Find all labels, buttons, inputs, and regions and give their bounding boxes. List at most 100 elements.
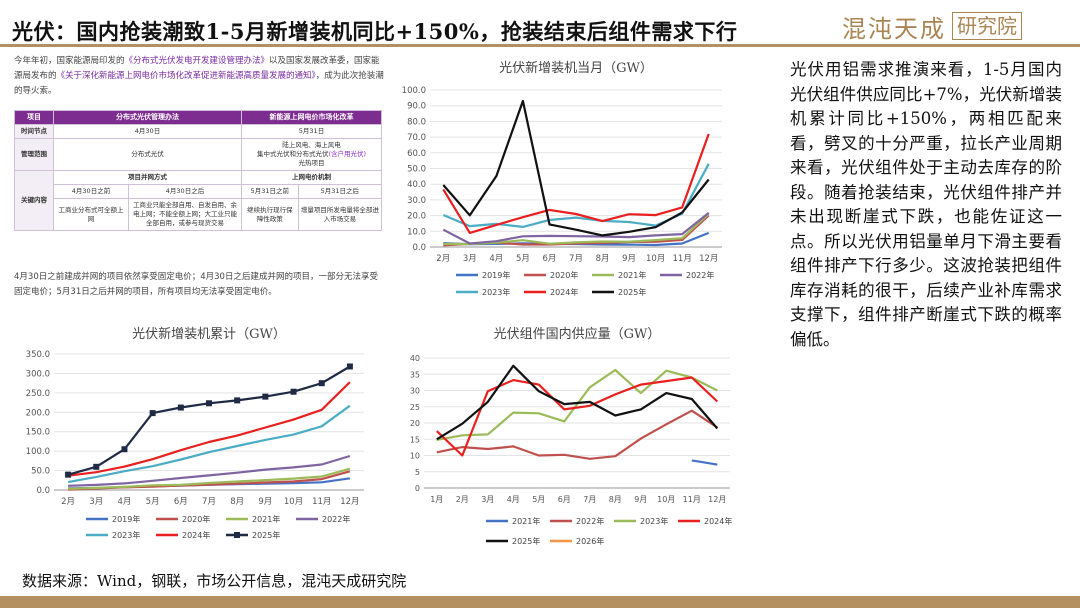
- row-label-scope: 管理范围: [14, 138, 54, 171]
- supply-x-tick: 3月: [481, 495, 494, 504]
- monthly-y-tick: 30.0: [407, 196, 426, 206]
- cumulative-series-2025年: [67, 365, 351, 476]
- monthly-x-tick: 11月: [673, 254, 692, 264]
- monthly-x-tick: 9月: [622, 254, 636, 264]
- cumulative-y-tick: 300.0: [26, 369, 50, 379]
- cumulative-point: [177, 404, 184, 411]
- data-source: 数据来源：Wind，钢联，市场公开信息，混沌天成研究院: [22, 572, 407, 590]
- sub-header-price: 上网电价机制: [241, 170, 382, 185]
- supply-x-tick: 2月: [456, 495, 469, 504]
- cumulative-title: 光伏新增装机累计（GW）: [132, 326, 286, 342]
- supply-title: 光伏组件国内供应量（GW）: [494, 326, 661, 342]
- scope-line-2: 集中式光伏和分布式光伏(含户用光伏): [256, 150, 367, 158]
- date-cell-3: 5月31日之前: [241, 184, 299, 199]
- monthly-legend-item: 2024年: [524, 287, 578, 297]
- monthly-series-2022年: [442, 212, 710, 245]
- cumulative-point: [149, 410, 156, 417]
- brand-logo: 混沌天成 研究院: [842, 8, 1062, 44]
- supply-x-tick: 9月: [634, 495, 647, 504]
- monthly-y-tick: 10.0: [407, 227, 426, 237]
- cell-time-1: 4月30日: [53, 124, 242, 139]
- monthly-y-tick: 60.0: [407, 149, 426, 159]
- cumulative-y-tick: 50.0: [31, 467, 50, 477]
- supply-y-tick: 0: [415, 484, 420, 493]
- cumulative-series-2022年: [68, 454, 351, 487]
- cumulative-legend-item: 2022年: [296, 514, 350, 524]
- supply-x-tick: 10月: [657, 495, 675, 504]
- cumulative-series-2021年: [68, 467, 351, 490]
- monthly-x-tick: 2月: [436, 254, 450, 264]
- cumulative-y-tick: 350.0: [26, 350, 50, 360]
- monthly-series-2025年: [442, 99, 710, 237]
- cumulative-x-tick: 9月: [258, 497, 272, 507]
- cumulative-x-tick: 4月: [117, 497, 131, 507]
- monthly-y-tick: 80.0: [407, 117, 426, 127]
- header-rule: [0, 44, 1080, 47]
- monthly-legend-label: 2022年: [686, 270, 714, 280]
- cumulative-y-tick: 0.0: [36, 486, 50, 496]
- content-cell-2: 工商业只能全部自用、自发自用、余电上网；不能全额上网；大工业只能全部自用，或参与…: [128, 198, 242, 231]
- monthly-legend-item: 2022年: [660, 270, 714, 280]
- policy-note: 4月30日之前建成并网的项目依然享受固定电价；4月30日之后建成并网的项目，一部…: [14, 272, 378, 297]
- table-header-distributed: 分布式光伏管理办法: [53, 110, 242, 125]
- supply-y-tick: 40: [410, 354, 420, 363]
- brand-name: 混沌天成: [842, 14, 946, 43]
- supply-legend-label: 2025年: [512, 536, 540, 546]
- cumulative-point: [318, 380, 325, 387]
- cumulative-legend-item: 2024年: [156, 530, 210, 540]
- cumulative-legend-label: 2024年: [182, 530, 210, 540]
- monthly-y-tick: 50.0: [407, 165, 426, 175]
- supply-legend-label: 2023年: [640, 516, 668, 526]
- date-cell-4: 5月31日之后: [297, 184, 383, 199]
- chart-cumulative-installs: 光伏新增装机累计（GW） 0.0 50.0 100.0 150.0 200.0 250.0 3…: [26, 326, 364, 540]
- supply-x-tick: 8月: [609, 495, 622, 504]
- scope-highlight: (含户用光伏): [328, 150, 367, 158]
- monthly-series-2024年: [442, 133, 710, 234]
- monthly-legend-label: 2024年: [550, 287, 578, 297]
- monthly-y-tick: 20.0: [407, 212, 426, 222]
- content-cell-4: 增量项目所发电量将全部进入市场交易: [297, 198, 383, 231]
- supply-legend-item: 2023年: [614, 516, 668, 526]
- supply-legend-label: 2026年: [576, 536, 604, 546]
- cumulative-x-tick: 11月: [312, 497, 331, 507]
- supply-x-tick: 4月: [507, 495, 520, 504]
- supply-x-tick: 7月: [583, 495, 596, 504]
- supply-series-2025年: [436, 364, 719, 441]
- supply-x-tick: 5月: [532, 495, 545, 504]
- analysis-text: 光伏用铝需求推演来看，1-5月国内光伏组件供应同比+7%，光伏新增装机累计同比+…: [790, 60, 1062, 349]
- scope-line-3: 光热项目: [298, 159, 325, 167]
- intro-text-3: ，成为此次抢装潮的导火索。: [14, 71, 384, 96]
- cumulative-point: [206, 400, 212, 407]
- cumulative-legend-label: 2023年: [112, 530, 140, 540]
- monthly-legend-item: 2025年: [592, 287, 646, 297]
- cumulative-y-tick: 200.0: [26, 408, 50, 418]
- cumulative-legend-label: 2025年: [252, 530, 280, 540]
- scope-line-1: 陆上风电、海上风电: [282, 141, 341, 149]
- supply-x-tick: 6月: [558, 495, 571, 504]
- cumulative-y-tick: 150.0: [26, 428, 50, 438]
- supply-series-2024年: [436, 376, 719, 457]
- supply-y-tick: 25: [410, 403, 420, 412]
- cumulative-legend-label: 2020年: [182, 514, 210, 524]
- page-title: 光伏：国内抢装潮致1-5月新增装机同比+150%，抢装结束后组件需求下行: [12, 19, 738, 44]
- monthly-x-tick: 7月: [569, 254, 583, 264]
- intro-text-1: 今年年初，国家能源局印发的: [14, 56, 125, 66]
- intro-text-2: 以及国家发展改革委，国家能源局发布的: [14, 56, 380, 81]
- monthly-x-tick: 4月: [489, 254, 503, 264]
- supply-y-tick: 5: [415, 468, 420, 477]
- chart-module-supply: 光伏组件国内供应量（GW） 0 5 10 15 20 25 30 35 40 1月 2月 3月 4月 5月 6…: [410, 326, 733, 546]
- monthly-y-tick: 90.0: [407, 102, 426, 112]
- cumulative-legend-label: 2019年: [112, 514, 140, 524]
- cumulative-y-tick: 250.0: [26, 389, 50, 399]
- supply-x-tick: 12月: [708, 495, 726, 504]
- content-cell-3: 继续执行现行保障性政策: [241, 198, 299, 231]
- date-cell-2: 4月30日之后: [128, 184, 242, 199]
- cumulative-series-2023年: [67, 404, 351, 484]
- cumulative-point: [93, 463, 100, 470]
- monthly-legend-item: 2020年: [524, 270, 578, 280]
- cumulative-x-tick: 3月: [89, 497, 103, 507]
- supply-legend-item: 2026年: [550, 536, 604, 546]
- supply-series-2023年: [436, 368, 718, 441]
- monthly-legend-label: 2025年: [618, 287, 646, 297]
- chart-monthly-installs: 光伏新增装机当月（GW） 0.0 10.0 20.0 30.0 40.0 50.0 60.0 7…: [402, 60, 722, 297]
